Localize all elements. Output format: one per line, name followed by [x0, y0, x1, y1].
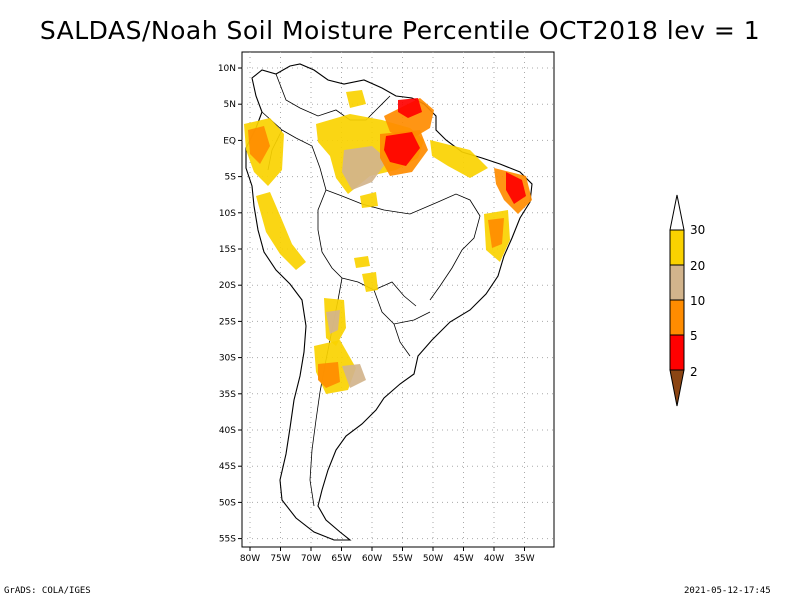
percentile-patch	[430, 140, 488, 178]
lon-label: 60W	[362, 554, 382, 564]
colorbar-label-10: 10	[690, 294, 705, 308]
percentile-patch	[384, 98, 434, 140]
percentile-patch	[342, 146, 388, 190]
lat-label: EQ	[223, 136, 236, 146]
percentile-patch	[354, 256, 370, 268]
lat-label: 50S	[219, 498, 236, 508]
lat-label: 40S	[219, 426, 236, 436]
lat-label: 5S	[225, 173, 237, 183]
lon-label: 40W	[484, 554, 504, 564]
lat-label: 45S	[219, 462, 236, 472]
lat-label: 10S	[219, 209, 236, 219]
footer-credit: GrADS: COLA/IGES	[4, 586, 91, 596]
lat-label: 20S	[219, 281, 236, 291]
percentile-patch	[488, 218, 504, 248]
colorbar-label-2: 2	[690, 365, 698, 379]
lon-label: 35W	[514, 554, 534, 564]
percentile-patch	[506, 172, 526, 204]
lat-label: 35S	[219, 390, 236, 400]
lat-label: 55S	[219, 535, 236, 545]
plot-title: SALDAS/Noah Soil Moisture Percentile OCT…	[39, 16, 761, 45]
colorbar-label-30: 30	[690, 223, 705, 237]
lat-label: 30S	[219, 354, 236, 364]
percentile-patch	[256, 192, 306, 270]
lon-label: 50W	[423, 554, 443, 564]
lat-label: 25S	[219, 317, 236, 327]
percentile-patch	[398, 98, 422, 118]
lon-label: 45W	[453, 554, 473, 564]
colorbar-box-10	[669, 299, 685, 336]
footer-timestamp: 2021-05-12-17:45	[684, 586, 771, 596]
percentile-patch	[360, 192, 378, 208]
colorbar-box-20	[669, 264, 685, 301]
percentile-shading	[244, 90, 532, 394]
lon-label: 65W	[331, 554, 351, 564]
percentile-patch	[248, 126, 270, 164]
colorbar-box-30	[669, 229, 685, 266]
colorbar-label-5: 5	[690, 329, 698, 343]
colorbar-label-20: 20	[690, 259, 705, 273]
percentile-patch	[342, 364, 366, 388]
lon-label: 80W	[240, 554, 260, 564]
colorbar-top-arrow	[669, 194, 685, 231]
percentile-patch	[346, 90, 366, 108]
percentile-patch	[318, 362, 340, 388]
lat-label: 15S	[219, 245, 236, 255]
lat-label: 5N	[224, 100, 236, 110]
lon-label: 75W	[270, 554, 290, 564]
colorbar: 30 20 10 5 2	[669, 194, 705, 407]
lon-label: 55W	[392, 554, 412, 564]
percentile-patch	[362, 272, 378, 292]
lat-label: 10N	[218, 64, 236, 74]
percentile-patch	[384, 132, 420, 166]
percentile-patch	[326, 310, 340, 334]
colorbar-box-5	[669, 334, 685, 371]
colorbar-bottom-arrow	[669, 369, 685, 407]
lon-label: 70W	[301, 554, 321, 564]
